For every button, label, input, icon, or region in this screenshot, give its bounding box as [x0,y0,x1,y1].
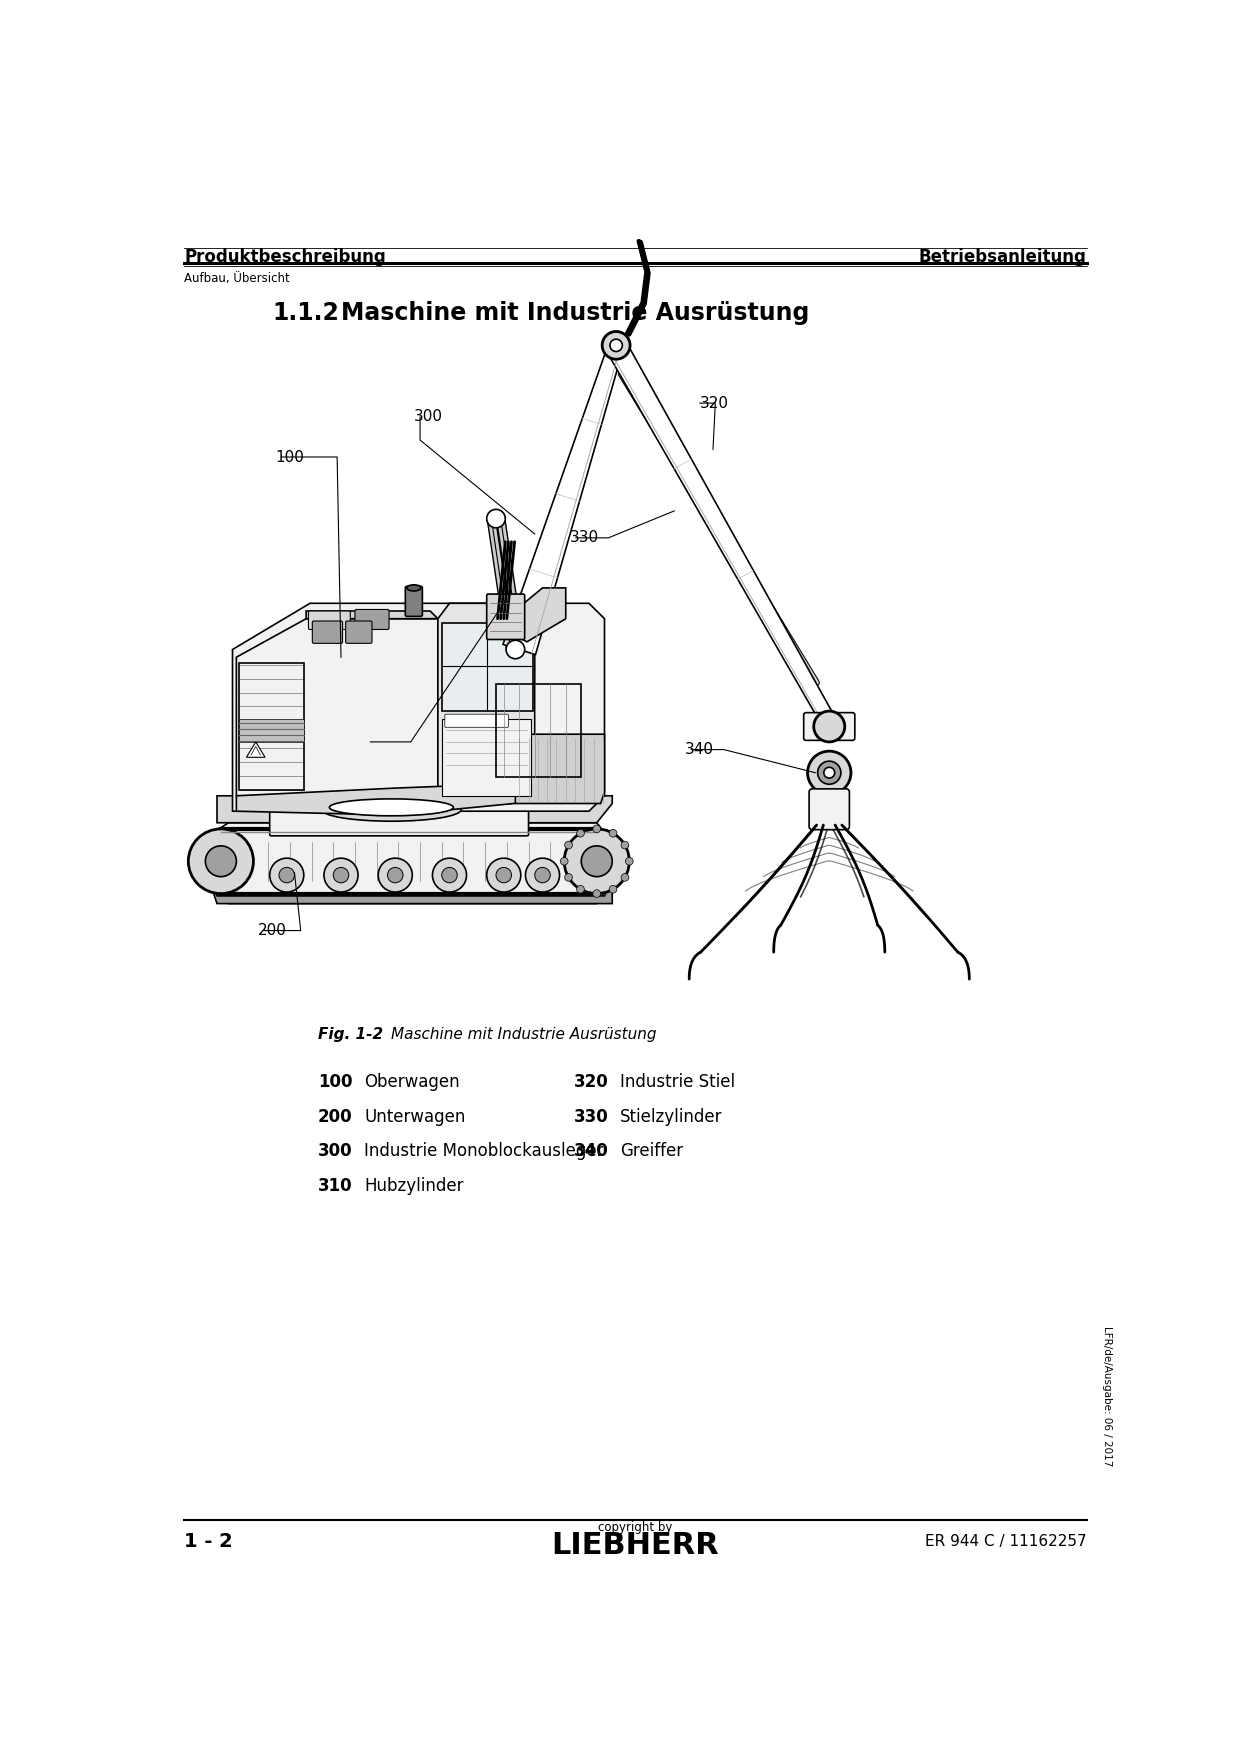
Text: Hubzylinder: Hubzylinder [365,1178,464,1195]
Text: 1.1.2: 1.1.2 [273,302,340,325]
Polygon shape [516,734,605,804]
FancyBboxPatch shape [486,593,525,639]
FancyBboxPatch shape [441,720,531,795]
Circle shape [387,867,403,883]
Circle shape [526,858,559,892]
Circle shape [560,858,568,865]
Circle shape [433,858,466,892]
Circle shape [609,830,618,837]
Text: 320: 320 [573,1072,609,1092]
Circle shape [378,858,412,892]
Polygon shape [441,623,533,711]
Text: Betriebsanleitung: Betriebsanleitung [919,247,1086,265]
Text: Industrie Stiel: Industrie Stiel [620,1072,735,1092]
Circle shape [593,825,600,834]
Text: 100: 100 [275,449,304,465]
Text: Greiffer: Greiffer [620,1143,683,1160]
Circle shape [813,711,844,742]
Text: Maschine mit Industrie Ausrüstung: Maschine mit Industrie Ausrüstung [341,302,810,325]
Text: 320: 320 [699,395,729,411]
Circle shape [486,509,506,528]
Circle shape [188,828,253,893]
Circle shape [817,762,841,784]
Circle shape [486,858,521,892]
Circle shape [506,641,525,658]
Text: Stielzylinder: Stielzylinder [620,1107,723,1125]
Polygon shape [306,611,438,620]
Text: LIEBHERR: LIEBHERR [552,1530,719,1560]
Circle shape [534,867,551,883]
Text: Fig. 1-2: Fig. 1-2 [317,1027,383,1042]
Circle shape [610,339,622,351]
Polygon shape [438,604,534,804]
Ellipse shape [321,799,461,821]
Text: Aufbau, Übersicht: Aufbau, Übersicht [185,272,290,286]
Text: Maschine mit Industrie Ausrüstung: Maschine mit Industrie Ausrüstung [392,1027,657,1042]
Text: 300: 300 [317,1143,352,1160]
Text: 330: 330 [569,530,599,546]
Circle shape [324,858,358,892]
Polygon shape [237,620,438,795]
Circle shape [582,846,613,878]
FancyBboxPatch shape [355,609,389,630]
Text: 200: 200 [317,1107,352,1125]
Circle shape [577,830,584,837]
Text: 1 - 2: 1 - 2 [185,1532,233,1551]
Text: 330: 330 [573,1107,609,1125]
Polygon shape [503,342,624,655]
Text: Produktbeschreibung: Produktbeschreibung [185,247,386,265]
Polygon shape [210,881,613,904]
FancyBboxPatch shape [808,788,849,830]
Circle shape [564,874,573,881]
Circle shape [206,846,237,878]
FancyBboxPatch shape [309,611,351,630]
Text: 340: 340 [684,742,714,756]
Circle shape [823,767,835,777]
FancyBboxPatch shape [804,713,854,741]
FancyBboxPatch shape [238,720,304,742]
Circle shape [270,858,304,892]
Circle shape [564,841,573,849]
Text: 300: 300 [414,409,443,425]
Circle shape [603,332,630,360]
Polygon shape [610,347,836,727]
Circle shape [609,886,618,893]
Circle shape [807,751,851,795]
Circle shape [625,858,634,865]
Ellipse shape [330,799,454,816]
Text: 310: 310 [317,1178,352,1195]
FancyBboxPatch shape [405,586,423,616]
Text: Oberwagen: Oberwagen [365,1072,460,1092]
Text: 100: 100 [317,1072,352,1092]
Circle shape [593,890,600,897]
Text: copyright by: copyright by [599,1522,672,1534]
Circle shape [621,874,629,881]
FancyBboxPatch shape [445,714,508,727]
Circle shape [564,828,629,893]
Ellipse shape [407,584,420,591]
Polygon shape [217,795,613,823]
Circle shape [279,867,295,883]
Text: Industrie Monoblockausleger: Industrie Monoblockausleger [365,1143,604,1160]
Text: ER 944 C / 11162257: ER 944 C / 11162257 [925,1534,1086,1548]
Text: Unterwagen: Unterwagen [365,1107,466,1125]
FancyBboxPatch shape [346,621,372,644]
Polygon shape [496,588,565,642]
Circle shape [621,841,629,849]
Circle shape [334,867,348,883]
FancyBboxPatch shape [270,809,528,835]
Polygon shape [233,604,605,811]
Polygon shape [237,781,593,814]
Polygon shape [247,742,265,758]
Text: LFR/de/Ausgabe: 06 / 2017: LFR/de/Ausgabe: 06 / 2017 [1101,1327,1112,1467]
FancyBboxPatch shape [312,621,342,644]
Circle shape [441,867,458,883]
Polygon shape [197,823,613,904]
Text: 310: 310 [365,734,393,749]
Text: 340: 340 [573,1143,609,1160]
Circle shape [496,867,511,883]
Text: 200: 200 [258,923,286,939]
Circle shape [577,886,584,893]
